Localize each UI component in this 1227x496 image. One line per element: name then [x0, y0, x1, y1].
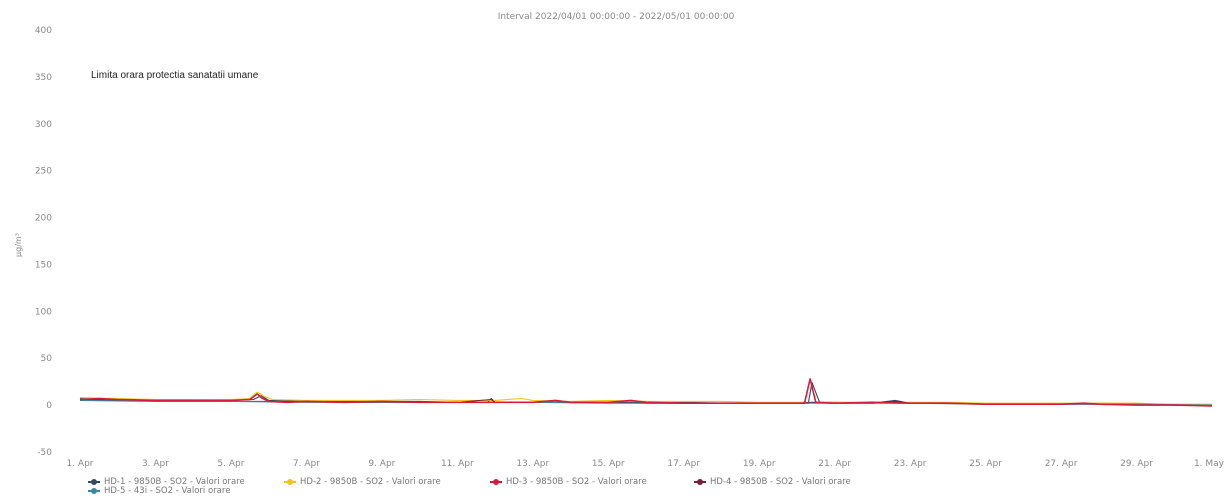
legend-label: HD-4 - 9850B - SO2 - Valori orare: [710, 477, 851, 487]
y-tick-label: 300: [35, 120, 52, 130]
x-tick-label: 7. Apr: [293, 459, 320, 469]
legend-label: HD-3 - 9850B - SO2 - Valori orare: [506, 477, 647, 487]
legend-swatch: [88, 487, 100, 494]
x-tick-label: 23. Apr: [894, 459, 927, 469]
legend-swatch: [694, 478, 706, 485]
x-tick-label: 17. Apr: [667, 459, 700, 469]
x-tick-label: 1. May: [1194, 459, 1225, 469]
x-axis-ticks: 1. Apr 3. Apr 5. Apr 7. Apr 9. Apr 11. Apr 13.…: [66, 459, 1224, 469]
legend-label: HD-2 - 9850B - SO2 - Valori orare: [300, 477, 441, 487]
series-line: [79, 378, 1213, 407]
legend-label: HD-5 - 43i - SO2 - Valori orare: [104, 486, 231, 496]
y-tick-label: 350: [35, 73, 52, 83]
limit-annotation: Limita orara protectia sanatatii umane: [91, 70, 259, 81]
legend-item[interactable]: HD-3 - 9850B - SO2 - Valori orare: [490, 478, 647, 487]
x-tick-label: 9. Apr: [368, 459, 395, 469]
x-tick-label: 13. Apr: [516, 459, 549, 469]
y-tick-label: -50: [37, 448, 52, 458]
y-axis-label: µg/m³: [14, 233, 23, 257]
legend-item[interactable]: HD-4 - 9850B - SO2 - Valori orare: [694, 478, 851, 487]
x-tick-label: 1. Apr: [66, 459, 93, 469]
series-lines: [79, 378, 1213, 407]
legend-item[interactable]: HD-5 - 43i - SO2 - Valori orare: [88, 487, 230, 496]
x-tick-label: 5. Apr: [217, 459, 244, 469]
legend-swatch: [490, 478, 502, 485]
y-tick-label: 250: [35, 167, 52, 177]
x-tick-label: 25. Apr: [969, 459, 1002, 469]
y-axis-ticks: 400 350 300 250 200 150 100 50 0 -50: [35, 26, 52, 458]
legend-item[interactable]: HD-1 - 9850B - SO2 - Valori orare: [88, 478, 245, 487]
y-tick-label: 100: [35, 307, 52, 317]
x-tick-label: 21. Apr: [818, 459, 851, 469]
x-tick-label: 11. Apr: [441, 459, 474, 469]
y-tick-label: 400: [35, 26, 52, 36]
y-tick-label: 50: [41, 354, 53, 364]
x-tick-label: 19. Apr: [743, 459, 776, 469]
chart-legend[interactable]: HD-1 - 9850B - SO2 - Valori orare HD-2 - …: [88, 478, 1188, 496]
legend-label: HD-1 - 9850B - SO2 - Valori orare: [104, 477, 245, 487]
legend-swatch: [88, 478, 100, 485]
y-tick-label: 200: [35, 214, 52, 224]
x-tick-label: 29. Apr: [1120, 459, 1153, 469]
x-tick-label: 3. Apr: [142, 459, 169, 469]
legend-item[interactable]: HD-2 - 9850B - SO2 - Valori orare: [284, 478, 441, 487]
x-tick-label: 27. Apr: [1045, 459, 1078, 469]
y-tick-label: 0: [46, 401, 52, 411]
x-tick-label: 15. Apr: [592, 459, 625, 469]
y-tick-label: 150: [35, 260, 52, 270]
chart-title: Interval 2022/04/01 00:00:00 - 2022/05/0…: [498, 12, 735, 22]
series-line: [79, 391, 1212, 405]
legend-swatch: [284, 478, 296, 485]
